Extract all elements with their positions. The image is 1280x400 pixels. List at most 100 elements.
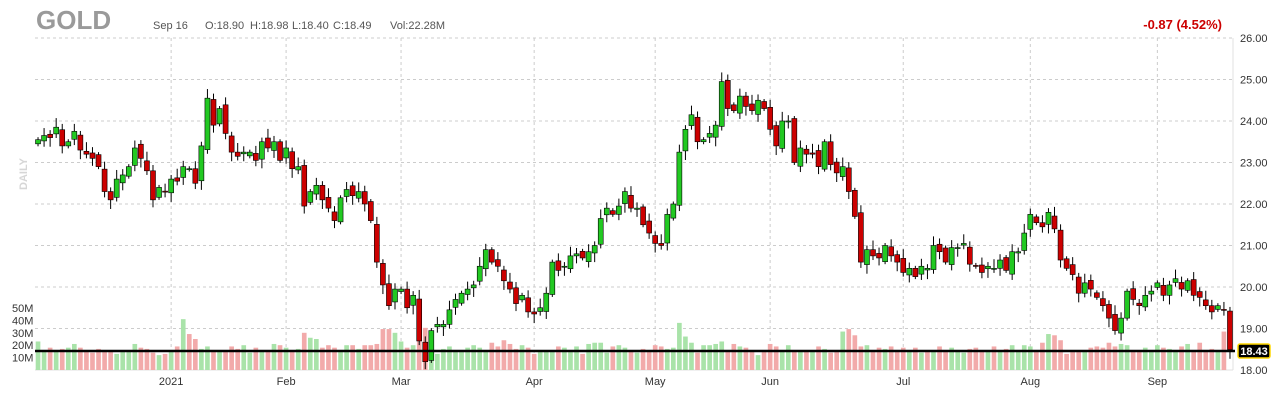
- volume-bar: [882, 348, 888, 370]
- ohlc-high: H:18.98: [250, 20, 289, 32]
- candle-body: [271, 141, 277, 151]
- candle-body: [646, 220, 652, 234]
- volume-bar: [979, 351, 985, 370]
- candle-body: [156, 187, 162, 198]
- candle-body: [960, 243, 967, 246]
- volume-bar: [84, 350, 89, 370]
- period-label: DAILY: [18, 157, 30, 190]
- volume-bar: [374, 343, 380, 370]
- volume-bar: [622, 347, 628, 370]
- volume-bar: [616, 345, 622, 370]
- candle-body: [1136, 302, 1143, 306]
- volume-bar: [1106, 342, 1112, 370]
- candle-body: [1209, 305, 1215, 313]
- candle-body: [228, 135, 235, 153]
- volume-bar: [483, 350, 489, 370]
- candle-body: [47, 133, 53, 138]
- candle-body: [331, 211, 338, 221]
- candle-body: [77, 134, 84, 151]
- volume-bar: [646, 350, 652, 370]
- candle-body: [852, 190, 858, 217]
- volume-bar: [719, 341, 725, 370]
- candle-body: [234, 151, 241, 157]
- candle-body: [1088, 280, 1094, 290]
- volume-bar: [1015, 351, 1021, 370]
- volume-bar: [749, 351, 755, 370]
- candle-body: [71, 131, 78, 140]
- volume-bar: [1161, 347, 1166, 370]
- candle-body: [700, 139, 707, 143]
- volume-bar: [1215, 350, 1221, 370]
- candle-body: [162, 190, 168, 193]
- volume-bar: [229, 346, 234, 370]
- volume-bar: [223, 350, 228, 370]
- volume-bars: [35, 319, 1227, 370]
- volume-bar: [235, 348, 241, 370]
- volume-bar: [858, 346, 864, 370]
- volume-bar: [628, 350, 634, 370]
- volume-bar: [368, 345, 374, 370]
- volume-bar: [906, 350, 912, 370]
- volume-bar: [725, 351, 731, 370]
- volume-bar: [1155, 345, 1160, 370]
- volume-bar: [1009, 345, 1015, 370]
- last-price-marker: 18.43: [1237, 343, 1271, 359]
- candle-body: [743, 95, 749, 107]
- volume-bar: [120, 351, 126, 370]
- candle-body: [579, 251, 586, 259]
- volume-bar: [925, 350, 930, 370]
- volume-bar: [441, 348, 446, 370]
- candle-body: [138, 143, 144, 159]
- candle-body: [797, 147, 804, 167]
- volume-bar: [1124, 345, 1130, 370]
- candle-body: [361, 191, 368, 205]
- candle-body: [507, 281, 513, 290]
- volume-bar: [138, 347, 144, 370]
- grid: [35, 37, 1234, 371]
- volume-bar: [955, 350, 961, 370]
- volume-bar: [810, 351, 815, 370]
- volume-bar: [937, 346, 942, 370]
- candle-body: [53, 126, 59, 135]
- volume-bar: [320, 347, 325, 370]
- volume-bar: [695, 352, 700, 370]
- candle-body: [398, 288, 404, 292]
- candle-body: [706, 133, 713, 138]
- candle-body: [1075, 276, 1082, 294]
- volume-bar: [205, 346, 210, 370]
- volume-bar: [501, 340, 507, 370]
- candle-body: [374, 224, 380, 263]
- candle-body: [549, 261, 556, 295]
- volume-bar: [162, 353, 168, 370]
- candle-body: [1045, 212, 1052, 225]
- candle-body: [380, 263, 386, 286]
- volume-bar: [1173, 350, 1178, 370]
- volume-bar: [1076, 350, 1082, 370]
- candle-body: [446, 309, 453, 325]
- candle-body: [253, 153, 259, 161]
- candle-body: [410, 294, 416, 306]
- price-tick-label: 23.00: [1240, 158, 1268, 170]
- candle-body: [718, 81, 725, 127]
- volume-bar: [35, 341, 41, 370]
- volume-bar: [1058, 340, 1063, 370]
- candle-body: [1166, 284, 1173, 296]
- volume-bar: [610, 346, 616, 370]
- candle-body: [1130, 288, 1136, 300]
- month-tick-label: 2021: [159, 376, 183, 388]
- candle-body: [985, 265, 991, 270]
- candle-body: [470, 284, 477, 289]
- candle-body: [1069, 264, 1076, 275]
- volume-bar: [767, 343, 773, 370]
- ohlc-low: L:18.40: [292, 20, 329, 32]
- volume-bar: [398, 341, 404, 370]
- candle-body: [979, 264, 985, 273]
- volume-bar: [967, 348, 973, 370]
- volume-bar: [664, 348, 670, 370]
- volume-bar: [1021, 345, 1027, 370]
- candle-body: [827, 141, 834, 165]
- volume-bar: [604, 352, 610, 370]
- candle-body: [1160, 285, 1167, 296]
- candle-body: [912, 268, 919, 277]
